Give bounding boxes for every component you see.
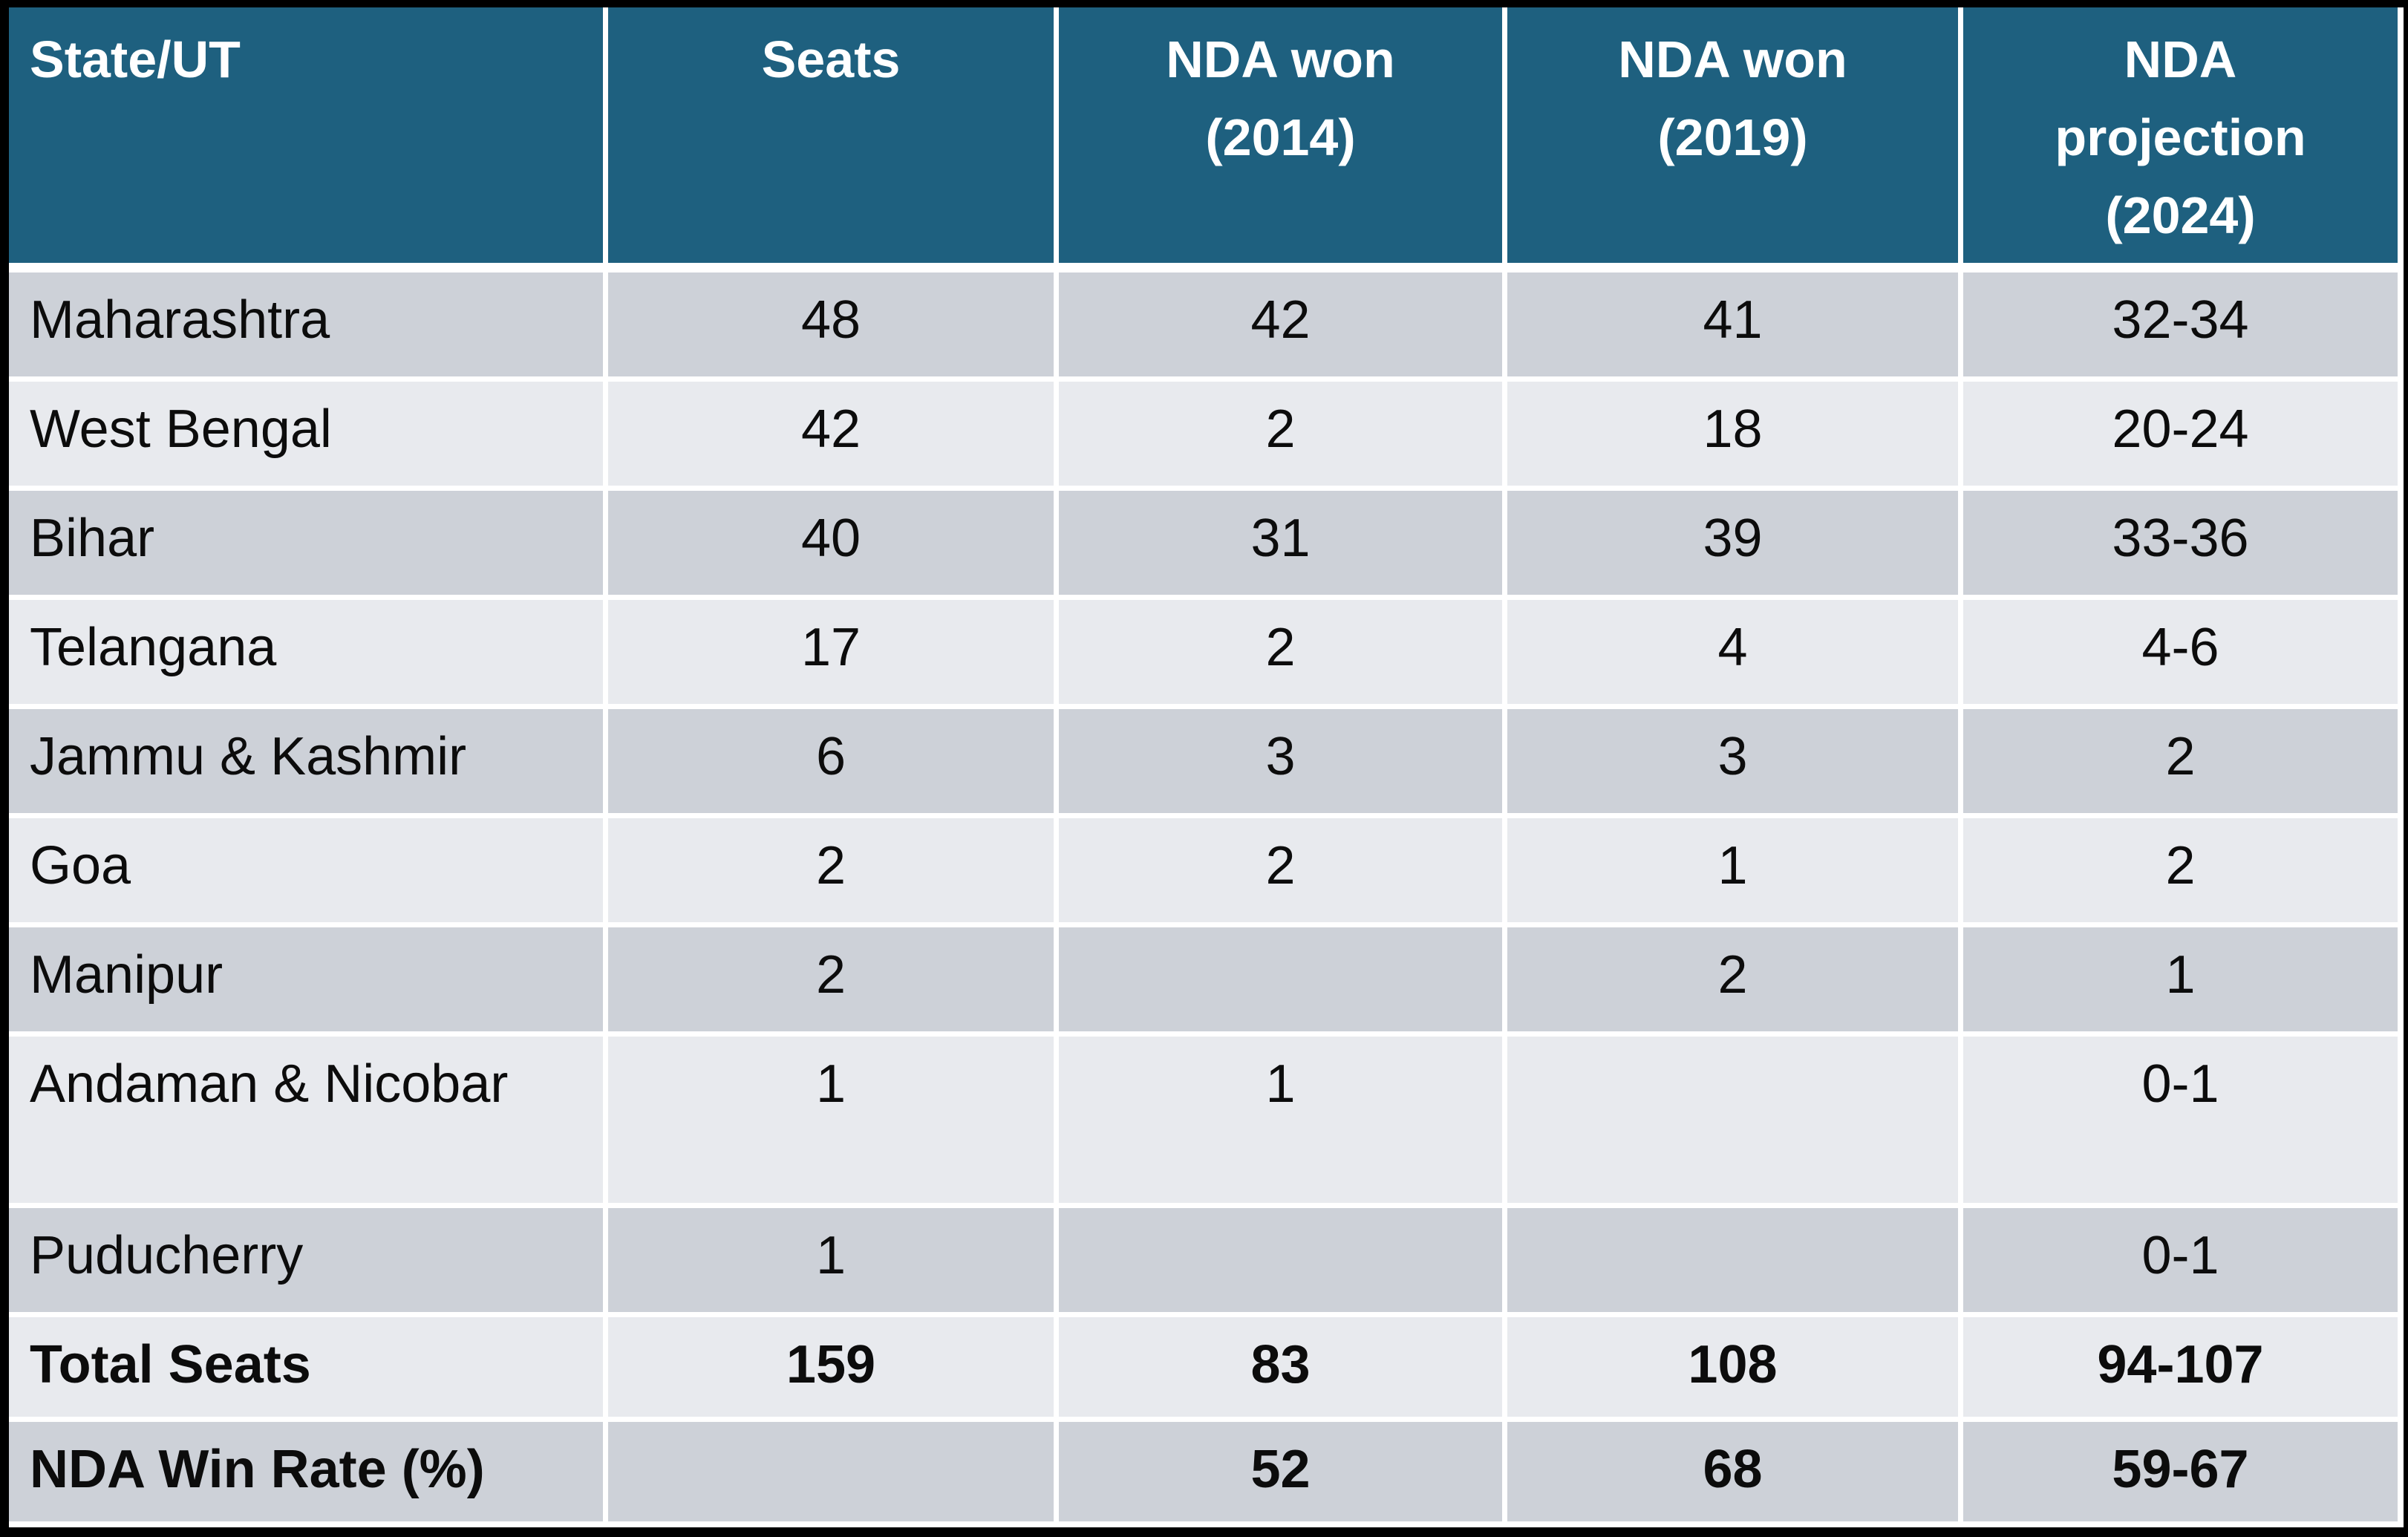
telangana-nda-2019: 4 — [1507, 600, 1958, 704]
andaman-nicobar-seats: 1 — [608, 1037, 1054, 1203]
jammu-kashmir-nda-2014: 3 — [1059, 709, 1502, 813]
maharashtra-nda-2019: 41 — [1507, 273, 1958, 376]
slide-background: State/UT Seats NDA won (2014) NDA won (2… — [9, 7, 2404, 1527]
goa-nda-2019: 1 — [1507, 818, 1958, 922]
header-seats: Seats — [608, 7, 1054, 267]
maharashtra-name: Maharashtra — [9, 273, 603, 376]
puducherry-nda-2024: 0-1 — [1963, 1208, 2398, 1312]
puducherry-seats: 1 — [608, 1208, 1054, 1312]
goa-nda-2024: 2 — [1963, 818, 2398, 922]
jammu-kashmir-name: Jammu & Kashmir — [9, 709, 603, 813]
telangana-name: Telangana — [9, 600, 603, 704]
goa-nda-2014: 2 — [1059, 818, 1502, 922]
bihar-name: Bihar — [9, 491, 603, 595]
telangana-nda-2014: 2 — [1059, 600, 1502, 704]
goa-name: Goa — [9, 818, 603, 922]
manipur-name: Manipur — [9, 927, 603, 1031]
manipur-nda-2024: 1 — [1963, 927, 2398, 1031]
west-bengal-seats: 42 — [608, 382, 1054, 486]
manipur-nda-2014 — [1059, 927, 1502, 1031]
manipur-nda-2019: 2 — [1507, 927, 1958, 1031]
nda-win-rate-seats — [608, 1422, 1054, 1521]
west-bengal-nda-2014: 2 — [1059, 382, 1502, 486]
nda-win-rate-2014: 52 — [1059, 1422, 1502, 1521]
maharashtra-seats: 48 — [608, 273, 1054, 376]
total-seats-seats: 159 — [608, 1317, 1054, 1417]
header-state-ut: State/UT — [9, 7, 603, 267]
nda-election-table: State/UT Seats NDA won (2014) NDA won (2… — [9, 7, 2404, 1527]
bihar-nda-2024: 33-36 — [1963, 491, 2398, 595]
header-nda-won-2014: NDA won (2014) — [1059, 7, 1502, 267]
andaman-nicobar-nda-2014: 1 — [1059, 1037, 1502, 1203]
west-bengal-nda-2024: 20-24 — [1963, 382, 2398, 486]
telangana-nda-2024: 4-6 — [1963, 600, 2398, 704]
header-nda-projection-2024: NDA projection (2024) — [1963, 7, 2398, 267]
nda-win-rate-2019: 68 — [1507, 1422, 1958, 1521]
bihar-nda-2014: 31 — [1059, 491, 1502, 595]
total-seats-nda-2024: 94-107 — [1963, 1317, 2398, 1417]
puducherry-nda-2019 — [1507, 1208, 1958, 1312]
total-seats-label: Total Seats — [9, 1317, 603, 1417]
puducherry-name: Puducherry — [9, 1208, 603, 1312]
total-seats-nda-2019: 108 — [1507, 1317, 1958, 1417]
maharashtra-nda-2024: 32-34 — [1963, 273, 2398, 376]
nda-win-rate-2024: 59-67 — [1963, 1422, 2398, 1521]
bihar-seats: 40 — [608, 491, 1054, 595]
telangana-seats: 17 — [608, 600, 1054, 704]
west-bengal-name: West Bengal — [9, 382, 603, 486]
jammu-kashmir-nda-2024: 2 — [1963, 709, 2398, 813]
bihar-nda-2019: 39 — [1507, 491, 1958, 595]
total-seats-nda-2014: 83 — [1059, 1317, 1502, 1417]
west-bengal-nda-2019: 18 — [1507, 382, 1958, 486]
manipur-seats: 2 — [608, 927, 1054, 1031]
header-nda-won-2019: NDA won (2019) — [1507, 7, 1958, 267]
maharashtra-nda-2014: 42 — [1059, 273, 1502, 376]
andaman-nicobar-nda-2019 — [1507, 1037, 1958, 1203]
andaman-nicobar-name: Andaman & Nicobar — [9, 1037, 603, 1203]
jammu-kashmir-seats: 6 — [608, 709, 1054, 813]
jammu-kashmir-nda-2019: 3 — [1507, 709, 1958, 813]
andaman-nicobar-nda-2024: 0-1 — [1963, 1037, 2398, 1203]
goa-seats: 2 — [608, 818, 1054, 922]
nda-win-rate-label: NDA Win Rate (%) — [9, 1422, 603, 1521]
puducherry-nda-2014 — [1059, 1208, 1502, 1312]
